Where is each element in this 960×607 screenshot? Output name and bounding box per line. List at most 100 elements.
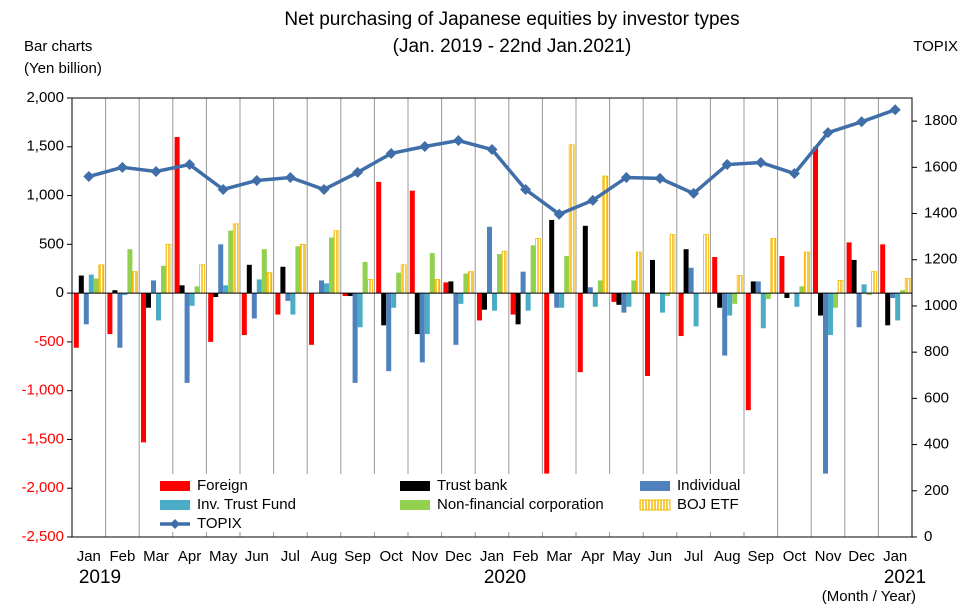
bar — [732, 293, 738, 304]
bar — [151, 280, 156, 294]
x-tick-label: Oct — [380, 548, 404, 565]
y2-tick-label: 600 — [924, 389, 949, 406]
bar — [424, 293, 430, 335]
bar — [621, 293, 627, 313]
y-axis-title: (Yen billion) — [24, 60, 102, 77]
bar — [727, 293, 733, 316]
line-marker — [587, 194, 599, 206]
bar — [453, 293, 459, 345]
x-tick-label: Oct — [783, 548, 807, 565]
bar — [141, 293, 146, 443]
year-label: 2020 — [484, 567, 526, 588]
bar — [174, 137, 180, 294]
x-tick-label: Mar — [546, 548, 572, 565]
bar — [463, 273, 469, 294]
legend-marker — [170, 519, 180, 529]
bar — [866, 293, 872, 296]
bar — [482, 293, 487, 310]
bar — [299, 243, 306, 294]
x-tick-label: Feb — [109, 548, 135, 565]
bar — [295, 246, 301, 294]
line-marker — [856, 116, 868, 128]
line-marker — [116, 161, 128, 173]
bar — [409, 190, 415, 294]
bar — [851, 259, 857, 294]
y2-axis-title: TOPIX — [913, 38, 958, 55]
line-marker — [654, 172, 666, 184]
bar — [582, 225, 588, 294]
x-tick-label: Nov — [411, 548, 438, 565]
bar — [568, 144, 575, 294]
bar — [213, 293, 219, 298]
legend-swatch — [160, 481, 190, 491]
bar — [510, 293, 516, 315]
x-tick-label: Jun — [648, 548, 672, 565]
bar — [261, 249, 267, 294]
y2-tick-label: 0 — [924, 528, 932, 545]
bar — [856, 293, 862, 328]
bar — [592, 293, 598, 307]
bar — [156, 293, 161, 321]
line-marker — [822, 127, 834, 139]
line-marker — [419, 141, 431, 153]
legend-label: Individual — [677, 477, 740, 494]
x-tick-label: Nov — [815, 548, 842, 565]
bar — [760, 293, 766, 329]
y-tick-label: -1,500 — [21, 430, 64, 447]
bar — [434, 279, 441, 294]
bar — [683, 249, 689, 294]
bar — [161, 265, 166, 294]
line-marker — [520, 183, 532, 195]
bar — [309, 293, 314, 345]
bar — [544, 293, 550, 474]
line-marker — [755, 156, 767, 168]
line-marker — [352, 166, 364, 178]
y2-tick-label: 1800 — [924, 112, 957, 129]
legend-label: TOPIX — [197, 515, 242, 532]
bar — [414, 293, 420, 335]
bar — [823, 293, 828, 474]
bar — [784, 293, 790, 298]
x-tick-label: Aug — [714, 548, 741, 565]
y2-tick-label: 1000 — [924, 297, 957, 314]
line-marker — [251, 174, 263, 186]
bar — [717, 293, 723, 308]
bar — [765, 293, 771, 299]
x-tick-label: Dec — [445, 548, 472, 565]
legend-swatch — [400, 481, 430, 491]
bar — [208, 293, 214, 342]
bar — [833, 293, 838, 308]
bar — [669, 234, 676, 294]
legend-label: Non-financial corporation — [437, 496, 604, 513]
bar — [712, 257, 718, 294]
bar — [693, 293, 699, 327]
y-tick-label: -2,000 — [21, 479, 64, 496]
bar — [194, 286, 200, 294]
x-tick-label: May — [209, 548, 238, 565]
bar — [813, 146, 818, 294]
bar — [660, 293, 665, 313]
year-label: 2019 — [79, 567, 121, 588]
legend-label: Foreign — [197, 477, 248, 494]
bar — [487, 226, 492, 294]
bar — [280, 266, 286, 294]
bar — [645, 293, 650, 377]
bar — [342, 293, 348, 297]
y-tick-label: -2,500 — [21, 528, 64, 545]
bar — [799, 286, 805, 294]
bar — [861, 284, 867, 294]
bar — [467, 271, 474, 294]
x-tick-label: Sep — [344, 548, 371, 565]
bar — [131, 271, 138, 294]
line-marker — [553, 208, 565, 220]
bar — [367, 279, 374, 294]
bar — [127, 249, 133, 294]
line-marker — [486, 144, 498, 156]
bar — [165, 243, 172, 294]
bar — [597, 280, 603, 294]
bar — [448, 281, 454, 294]
bar — [241, 293, 247, 336]
bar — [501, 250, 508, 294]
y2-tick-label: 800 — [924, 343, 949, 360]
y2-tick-label: 1600 — [924, 158, 957, 175]
